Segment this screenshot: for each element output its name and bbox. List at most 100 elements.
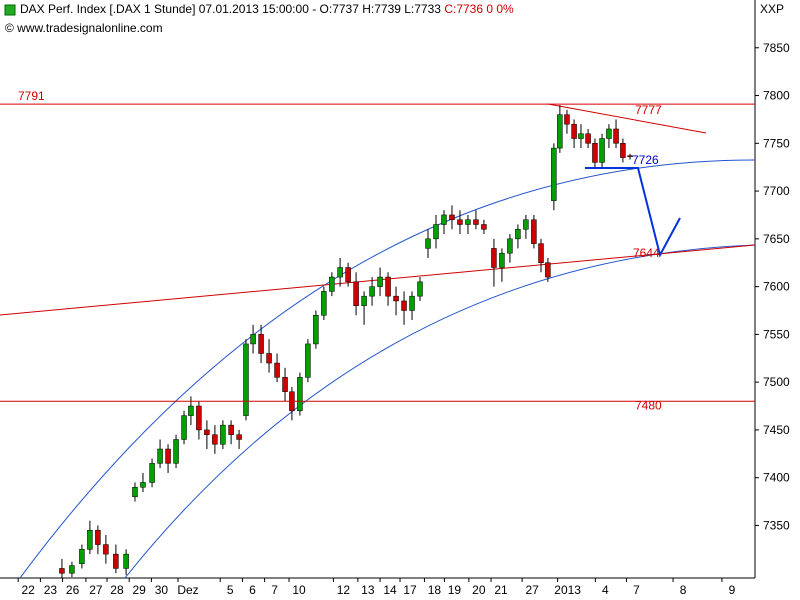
annotation: 7777 [635, 103, 662, 117]
x-tick-label: 20 [472, 583, 486, 597]
x-tick-label: 19 [448, 583, 462, 597]
candle-body [345, 267, 351, 283]
hline-label: 7791 [18, 89, 45, 103]
candle-body [409, 295, 415, 311]
source: © www.tradesignalonline.com [5, 21, 163, 35]
candles [59, 105, 633, 578]
candle-body [571, 123, 577, 139]
candle-body [599, 138, 605, 163]
candle-body [87, 529, 93, 550]
candle-body [69, 565, 75, 574]
channel-upper [19, 159, 755, 578]
x-tick-label: 26 [66, 583, 80, 597]
x-tick-label: 30 [155, 583, 169, 597]
candle-body [449, 214, 455, 220]
candle-body [515, 229, 521, 240]
y-tick-label: 7350 [763, 518, 790, 532]
candle-body [140, 482, 146, 488]
y-tick-label: 7450 [763, 423, 790, 437]
y-tick-label: 7550 [763, 327, 790, 341]
candle-body [132, 486, 138, 498]
candle-body [491, 248, 497, 268]
x-tick-label: 23 [44, 583, 58, 597]
x-tick-label: 18 [428, 583, 442, 597]
y-tick-label: 7500 [763, 375, 790, 389]
candle-body [282, 377, 288, 392]
candle-body [337, 267, 343, 278]
candle-body [228, 424, 234, 435]
candle-body [353, 281, 359, 306]
channel-lower [124, 244, 755, 578]
candle-body [551, 147, 557, 201]
x-tick-label: 29 [133, 583, 147, 597]
x-tick-label: 2013 [554, 583, 581, 597]
candle-body [157, 448, 163, 464]
candle-body [243, 343, 249, 416]
y-tick-label: 7650 [763, 232, 790, 246]
candle-body [393, 295, 399, 302]
candle-body [545, 262, 551, 278]
candle-body [220, 424, 226, 445]
trendline [547, 103, 707, 134]
candle-body [297, 377, 303, 412]
drawings [0, 103, 755, 578]
candle-body [369, 286, 375, 297]
candle-body [258, 334, 264, 354]
x-tick-label: Dez [177, 583, 198, 597]
candle-body [620, 143, 626, 158]
y-tick-label: 7800 [763, 89, 790, 103]
x-tick-label: 17 [403, 583, 417, 597]
x-tick-label: 8 [680, 583, 687, 597]
x-tick-label: 7 [271, 583, 278, 597]
x-tick-label: 12 [337, 583, 351, 597]
candle-body [401, 300, 407, 311]
candle-body [59, 568, 65, 574]
candle-body [181, 415, 187, 440]
candle-body [417, 281, 423, 297]
title-text: DAX Perf. Index [.DAX 1 Stunde] 07.01.20… [20, 2, 441, 16]
candle-body [149, 463, 155, 483]
hline-label: 7480 [635, 398, 662, 412]
candle-body [499, 252, 505, 268]
y-tick-label: 7400 [763, 471, 790, 485]
candle-body [457, 219, 463, 225]
candle-body [473, 219, 479, 225]
candle-body [441, 214, 447, 225]
candle-body [196, 405, 202, 431]
x-tick-label: 28 [110, 583, 124, 597]
x-tick-label: 27 [525, 583, 539, 597]
y-tick-label: 7850 [763, 41, 790, 55]
candle-body [313, 315, 319, 345]
candle-body [274, 362, 280, 378]
candle-body [585, 133, 591, 144]
y-tick-label: 7750 [763, 136, 790, 150]
candle-body [377, 276, 383, 287]
candle-body [236, 434, 242, 440]
candle-body [606, 128, 612, 139]
candle-body [204, 429, 210, 435]
candle-body [250, 334, 256, 345]
x-tick-label: 13 [361, 583, 375, 597]
x-tick-label: 10 [292, 583, 306, 597]
candle-body [425, 238, 431, 249]
candle-body [321, 291, 327, 316]
title-close: C:7736 0 0% [444, 2, 514, 16]
candle-body [212, 434, 218, 445]
candle-body [557, 114, 563, 149]
candle-body [123, 553, 129, 569]
candle-body [79, 549, 85, 564]
candle-body [165, 448, 171, 464]
candle-body [385, 276, 391, 297]
candle-body [361, 295, 367, 306]
x-tick-label: 22 [22, 583, 36, 597]
candle-body [564, 114, 570, 125]
candle-body [433, 224, 439, 240]
candle-body [627, 155, 633, 157]
chart-title: DAX Perf. Index [.DAX 1 Stunde] 07.01.20… [20, 2, 514, 16]
y-tick-label: 7700 [763, 184, 790, 198]
candle-body [305, 343, 311, 378]
annotation: 7726 [632, 153, 659, 167]
candle-body [188, 405, 194, 416]
candle-body [531, 219, 537, 244]
